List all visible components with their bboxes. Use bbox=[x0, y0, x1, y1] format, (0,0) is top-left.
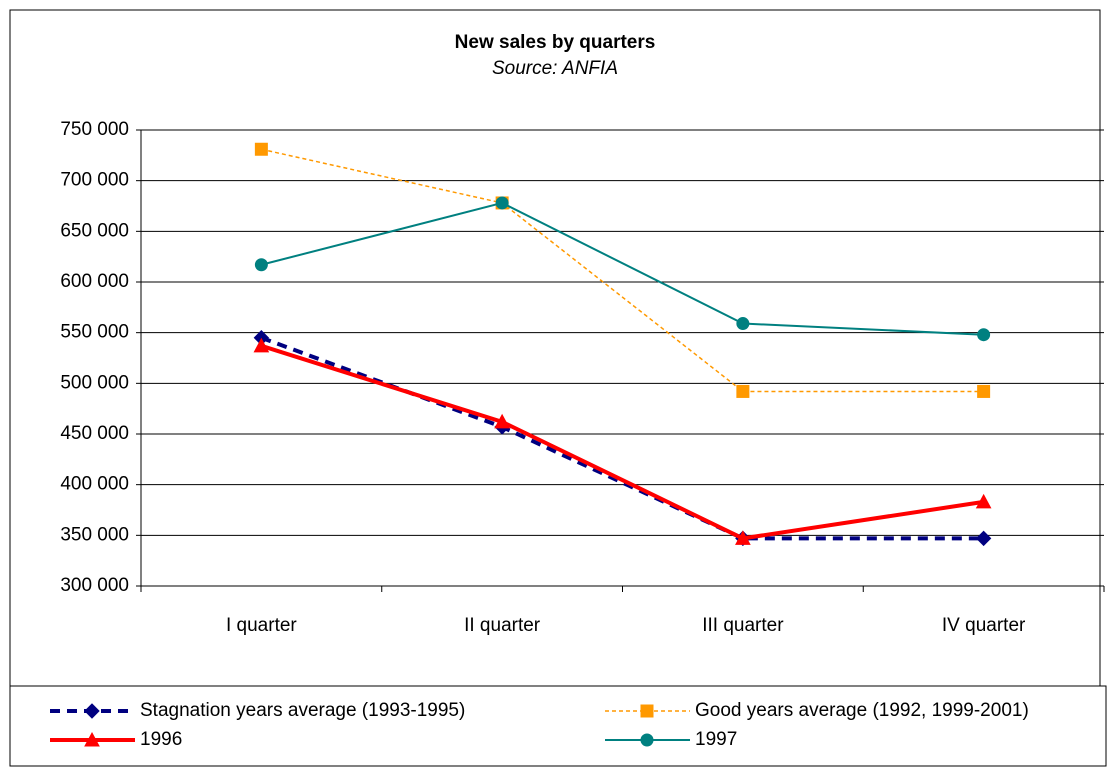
legend-label: Stagnation years average (1993-1995) bbox=[140, 700, 465, 721]
data-point bbox=[975, 530, 992, 547]
data-point bbox=[495, 196, 509, 210]
y-tick-label: 350 000 bbox=[60, 524, 129, 545]
legend-label: Good years average (1992, 1999-2001) bbox=[695, 700, 1029, 721]
data-point bbox=[494, 413, 510, 429]
y-tick-label: 450 000 bbox=[60, 423, 129, 444]
legend-box bbox=[9, 685, 1107, 767]
y-tick-label: 500 000 bbox=[60, 372, 129, 393]
chart-subtitle: Source: ANFIA bbox=[492, 58, 618, 79]
y-tick-label: 550 000 bbox=[60, 322, 129, 343]
data-point bbox=[736, 317, 750, 331]
y-tick-label: 400 000 bbox=[60, 474, 129, 495]
x-tick-label: IV quarter bbox=[942, 615, 1026, 636]
data-point bbox=[977, 384, 991, 398]
data-point bbox=[735, 530, 751, 545]
x-tick-label: II quarter bbox=[464, 615, 541, 636]
legend-marker bbox=[84, 731, 100, 747]
legend-label: 1997 bbox=[695, 729, 737, 750]
x-tick-label: I quarter bbox=[226, 615, 297, 636]
data-point bbox=[977, 328, 991, 342]
legend-marker bbox=[84, 703, 100, 719]
data-point bbox=[254, 142, 268, 156]
data-point bbox=[254, 258, 268, 272]
series-line bbox=[260, 343, 984, 541]
legend-marker bbox=[640, 733, 654, 747]
x-tick-label: III quarter bbox=[702, 615, 784, 636]
y-tick-label: 750 000 bbox=[60, 119, 129, 140]
chart-border bbox=[9, 9, 1101, 767]
data-point bbox=[975, 493, 992, 509]
y-tick-label: 300 000 bbox=[60, 575, 129, 596]
data-point bbox=[736, 384, 750, 398]
data-point bbox=[253, 337, 270, 353]
y-tick-label: 600 000 bbox=[60, 271, 129, 292]
series-line bbox=[261, 148, 984, 393]
series-line bbox=[261, 201, 984, 336]
y-tick-label: 700 000 bbox=[60, 170, 129, 191]
y-tick-label: 650 000 bbox=[60, 220, 129, 241]
chart-title: New sales by quarters bbox=[455, 32, 656, 53]
legend-label: 1996 bbox=[140, 729, 182, 750]
legend-marker bbox=[640, 704, 654, 718]
